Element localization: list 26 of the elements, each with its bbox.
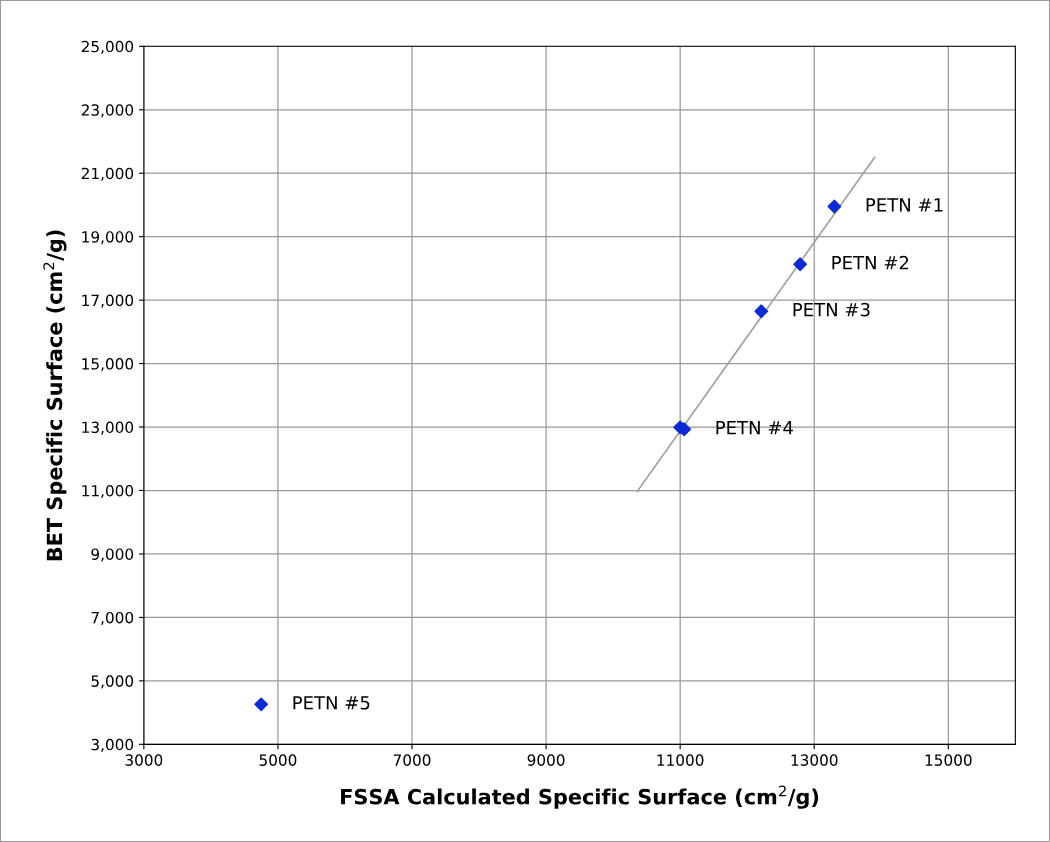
- annotation: PETN #5: [293, 696, 370, 710]
- x-tick-label: 7000: [393, 754, 431, 766]
- x-tick-label: 11000: [657, 754, 704, 766]
- y-axis-title: BET Specific Surface (cm$^{2}$/g): [43, 230, 67, 561]
- y-tick-label: 9,000: [91, 548, 134, 562]
- y-tick-label: 25,000: [81, 40, 134, 54]
- annotation: PETN #4: [716, 421, 793, 435]
- y-tick-label: 23,000: [81, 104, 134, 118]
- y-tick-label: 7,000: [91, 611, 134, 625]
- x-tick-label: 9000: [527, 754, 565, 766]
- x-tick-label: 5000: [259, 754, 297, 766]
- annotation: PETN #1: [866, 198, 943, 212]
- x-tick-label: 15000: [925, 754, 972, 766]
- x-tick-label: 13000: [791, 754, 838, 766]
- y-tick-label: 11,000: [82, 484, 134, 499]
- y-tick-label: 21,000: [81, 167, 134, 181]
- annotation: PETN #3: [793, 302, 870, 317]
- x-axis-title: FSSA Calculated Specific Surface (cm$^{2}$/g): [341, 785, 819, 809]
- y-tick-label: 15,000: [82, 358, 134, 372]
- y-tick-label: 17,000: [82, 294, 134, 308]
- y-tick-label: 3,000: [91, 738, 134, 752]
- y-tick-label: 5,000: [91, 675, 134, 689]
- y-tick-label: 19,000: [82, 231, 134, 245]
- annotation: PETN #2: [832, 255, 909, 270]
- y-tick-label: 13,000: [82, 421, 134, 435]
- x-tick-label: 3000: [125, 754, 163, 766]
